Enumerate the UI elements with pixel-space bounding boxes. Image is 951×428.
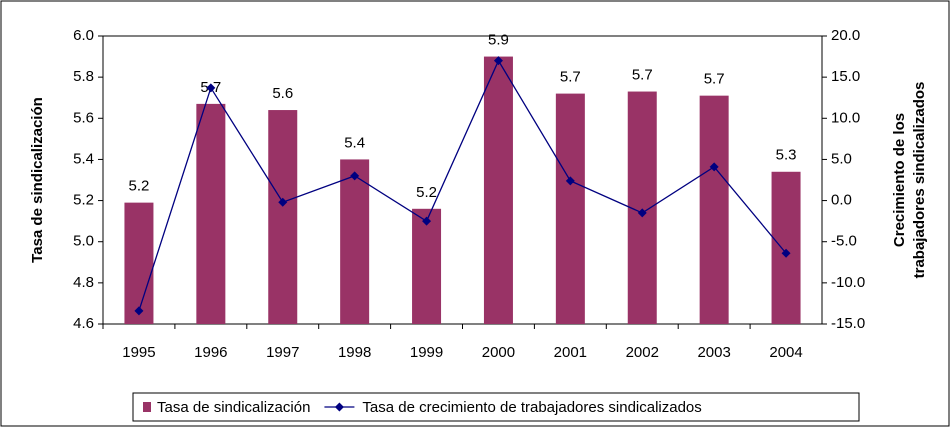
y-tick-label: 5.6 bbox=[73, 109, 94, 126]
y-tick-label: 5.2 bbox=[73, 192, 94, 209]
x-tick-label: 2002 bbox=[626, 344, 659, 361]
legend-swatch bbox=[143, 402, 151, 412]
data-label: 5.7 bbox=[560, 69, 581, 86]
x-tick-label: 1999 bbox=[410, 344, 443, 361]
bar bbox=[771, 171, 801, 324]
data-label: 5.2 bbox=[129, 178, 150, 195]
data-label: 5.7 bbox=[704, 71, 725, 88]
x-tick-label: 2000 bbox=[482, 344, 515, 361]
data-label: 5.3 bbox=[776, 147, 797, 164]
legend-label: Tasa de crecimiento de trabajadores sind… bbox=[362, 399, 701, 416]
y-tick-label: 5.8 bbox=[73, 68, 94, 85]
line-marker bbox=[781, 248, 791, 258]
x-tick-label: 1996 bbox=[194, 344, 227, 361]
y2-tick-label: 15.0 bbox=[831, 68, 860, 85]
y-tick-label: 6.0 bbox=[73, 27, 94, 44]
bar bbox=[555, 93, 585, 324]
y-tick-label: 5.4 bbox=[73, 150, 94, 167]
y2-tick-label: 20.0 bbox=[831, 27, 860, 44]
y2-tick-label: 10.0 bbox=[831, 109, 860, 126]
line bbox=[138, 59, 787, 312]
legend-marker bbox=[334, 402, 344, 412]
y-axis-title: Tasa de sindicalización bbox=[29, 97, 46, 263]
x-tick-label: 1997 bbox=[266, 344, 299, 361]
bar bbox=[699, 95, 729, 325]
line-marker bbox=[134, 306, 144, 316]
x-tick-label: 2004 bbox=[769, 344, 802, 361]
data-label: 5.2 bbox=[416, 184, 437, 201]
y2-axis-title: Crecimiento de los bbox=[891, 113, 908, 247]
line-marker bbox=[493, 56, 503, 66]
legend-box bbox=[132, 392, 860, 422]
line-marker bbox=[278, 197, 288, 207]
data-label: 5.9 bbox=[488, 32, 509, 49]
bar bbox=[268, 110, 298, 324]
y2-axis-title: trabajadores sindicalizados bbox=[911, 82, 928, 279]
y2-tick-label: 0.0 bbox=[831, 192, 852, 209]
x-tick-label: 1995 bbox=[122, 344, 155, 361]
bar bbox=[412, 208, 442, 324]
x-tick-label: 1998 bbox=[338, 344, 371, 361]
x-tick-label: 2003 bbox=[697, 344, 730, 361]
y2-tick-label: -5.0 bbox=[831, 233, 857, 250]
y2-tick-label: 5.0 bbox=[831, 150, 852, 167]
bar bbox=[196, 103, 226, 324]
bar bbox=[340, 159, 370, 324]
line-marker bbox=[206, 83, 216, 93]
y-tick-label: 5.0 bbox=[73, 233, 94, 250]
bar bbox=[483, 56, 513, 324]
line-marker bbox=[350, 171, 360, 181]
data-label: 5.6 bbox=[272, 85, 293, 102]
x-tick-label: 2001 bbox=[554, 344, 587, 361]
legend-label: Tasa de sindicalización bbox=[157, 399, 310, 416]
y2-tick-label: -10.0 bbox=[831, 274, 865, 291]
bar bbox=[627, 91, 657, 325]
line-marker bbox=[637, 208, 647, 218]
y-tick-label: 4.8 bbox=[73, 274, 94, 291]
line-marker bbox=[422, 216, 432, 226]
line-marker bbox=[709, 162, 719, 172]
data-label: 5.7 bbox=[632, 67, 653, 84]
line-marker bbox=[565, 176, 575, 186]
bar bbox=[124, 202, 154, 324]
y2-tick-label: -15.0 bbox=[831, 315, 865, 332]
y-tick-label: 4.6 bbox=[73, 315, 94, 332]
data-label: 5.4 bbox=[344, 134, 365, 151]
